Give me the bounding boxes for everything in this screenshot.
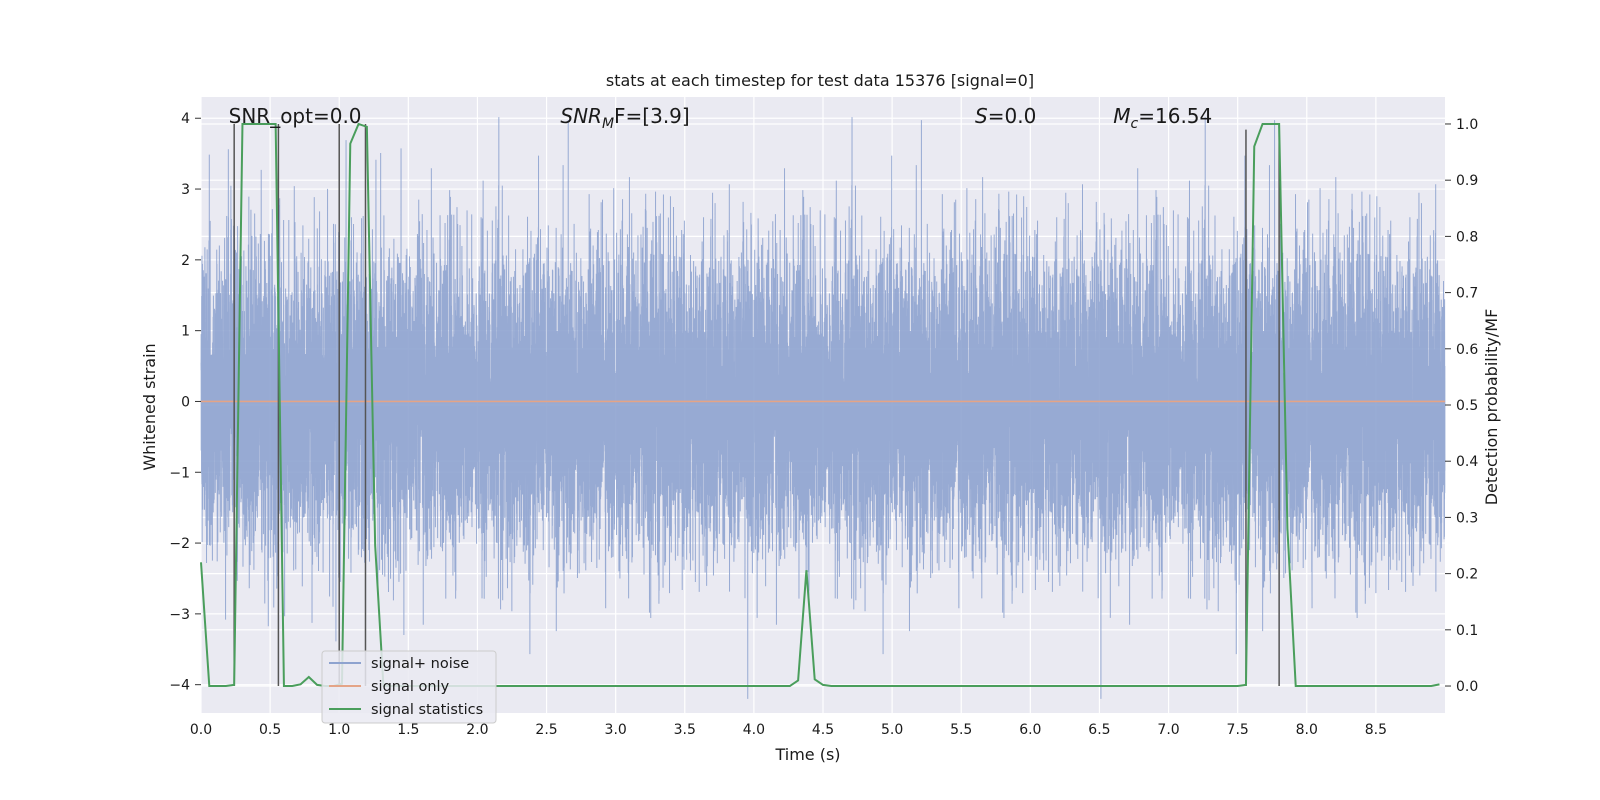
x-tick-label: 3.0 xyxy=(605,722,627,738)
y-tick-label-right: 0.1 xyxy=(1456,623,1478,639)
x-tick-label: 1.0 xyxy=(328,722,350,738)
y-tick-label-left: −3 xyxy=(169,607,190,623)
ticks: 0.0 0.5 1.0 1.5 2.0 2.5 3.0 3.5 4.0 4.5 5.0 5.5 6.0 6… xyxy=(169,111,1478,738)
x-tick-label: 4.5 xyxy=(812,722,834,738)
x-tick-label: 3.5 xyxy=(674,722,696,738)
legend: signal+ noise signal only signal statist… xyxy=(321,650,497,724)
x-tick-label: 0.0 xyxy=(190,722,212,738)
x-axis-label: Time (s) xyxy=(774,745,840,764)
legend-label-signal-statistics: signal statistics xyxy=(371,702,483,718)
vertical-markers xyxy=(233,123,1280,687)
y-tick-label-left: 2 xyxy=(181,253,190,269)
y-tick-label-left: 3 xyxy=(181,182,190,198)
y-axis-label-left: Whitened strain xyxy=(140,343,159,470)
x-tick-label: 1.5 xyxy=(397,722,419,738)
legend-label-signal-plus-noise: signal+ noise xyxy=(371,656,469,672)
y-tick-label-left: −2 xyxy=(169,536,190,552)
annotation-0: SNR_opt=0.0 xyxy=(229,104,362,128)
x-tick-label: 7.0 xyxy=(1157,722,1179,738)
y-tick-label-right: 0.5 xyxy=(1456,398,1478,414)
x-tick-label: 5.0 xyxy=(881,722,903,738)
y-tick-label-right: 0.9 xyxy=(1456,173,1478,189)
x-tick-label: 7.5 xyxy=(1227,722,1249,738)
legend-box xyxy=(321,650,497,724)
legend-label-signal-only: signal only xyxy=(371,679,450,695)
annotation-2: S=0.0 xyxy=(975,104,1036,128)
annotation-3: Mc=16.54 xyxy=(1113,104,1212,132)
y-tick-label-right: 0.6 xyxy=(1456,342,1478,358)
y-tick-label-left: −1 xyxy=(169,465,190,481)
y-tick-label-right: 0.4 xyxy=(1456,454,1478,470)
x-tick-label: 5.5 xyxy=(950,722,972,738)
y-tick-label-left: 4 xyxy=(181,111,190,127)
annotation-1: SNRMF=[3.9] xyxy=(560,104,689,132)
x-tick-label: 8.5 xyxy=(1365,722,1387,738)
y-tick-label-right: 0.7 xyxy=(1456,286,1478,302)
noise-trace xyxy=(200,117,1446,699)
y-tick-label-right: 0.0 xyxy=(1456,679,1478,695)
y-tick-label-right: 0.3 xyxy=(1456,510,1478,526)
y-tick-label-right: 1.0 xyxy=(1456,117,1478,133)
y-tick-label-right: 0.8 xyxy=(1456,229,1478,245)
y-tick-label-left: −4 xyxy=(169,678,190,694)
y-tick-label-left: 0 xyxy=(181,394,190,410)
x-tick-label: 0.5 xyxy=(259,722,281,738)
x-tick-label: 2.5 xyxy=(535,722,557,738)
y-axis-label-right: Detection probability/MF xyxy=(1482,309,1501,506)
x-tick-label: 8.0 xyxy=(1296,722,1318,738)
x-tick-label: 4.0 xyxy=(743,722,765,738)
x-tick-label: 6.5 xyxy=(1088,722,1110,738)
chart-title: stats at each timestep for test data 153… xyxy=(606,71,1034,90)
annotations: SNR_opt=0.0 SNRMF=[3.9] S=0.0 Mc=16.54 xyxy=(229,104,1213,132)
x-tick-label: 2.0 xyxy=(466,722,488,738)
series-signal-plus-noise xyxy=(200,117,1446,699)
y-tick-label-left: 1 xyxy=(181,324,190,340)
y-tick-label-right: 0.2 xyxy=(1456,567,1478,583)
x-tick-label: 6.0 xyxy=(1019,722,1041,738)
